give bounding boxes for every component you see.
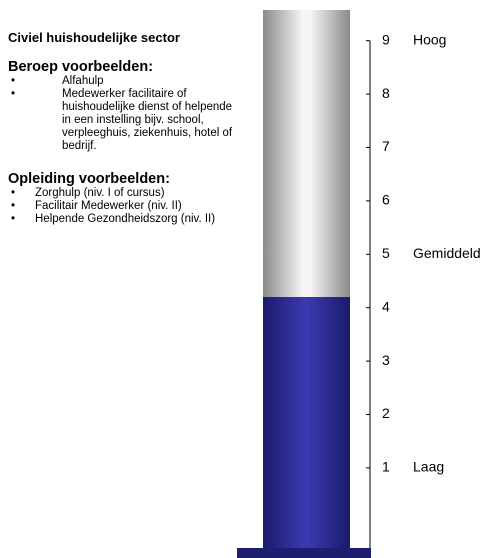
y-tick-label: 4 [382,298,390,314]
list: Zorghulp (niv. I of cursus)Facilitair Me… [8,187,233,226]
y-tick-label: 5 [382,245,390,261]
y-tick-label: 2 [382,405,390,421]
y-tick-label: 7 [382,138,390,154]
y-tick-label: 8 [382,85,390,101]
annotation: Gemiddeld [413,245,481,261]
list-item: Alfahulp [8,75,233,88]
y-tick-label: 3 [382,352,390,368]
list-item: Medewerker facilitaire of huishoudelijke… [8,88,233,153]
tube-base [237,548,371,558]
y-tick-label: 9 [382,31,390,47]
list: AlfahulpMedewerker facilitaire of huisho… [8,75,233,153]
y-tick-label: 6 [382,192,390,208]
list-item: Zorghulp (niv. I of cursus) [8,187,233,200]
list-item: Facilitair Medewerker (niv. II) [8,200,233,213]
annotation: Laag [413,459,444,475]
title: Civiel huishoudelijke sector [8,30,180,45]
heading: Beroep voorbeelden: [8,59,154,75]
list-item: Helpende Gezondheidszorg (niv. II) [8,213,233,226]
y-tick-label: 1 [382,459,390,475]
annotation: Hoog [413,31,446,47]
heading: Opleiding voorbeelden: [8,171,170,187]
bar [263,297,350,548]
sidebar: Civiel huishoudelijke sector Beroep voor… [8,30,233,244]
